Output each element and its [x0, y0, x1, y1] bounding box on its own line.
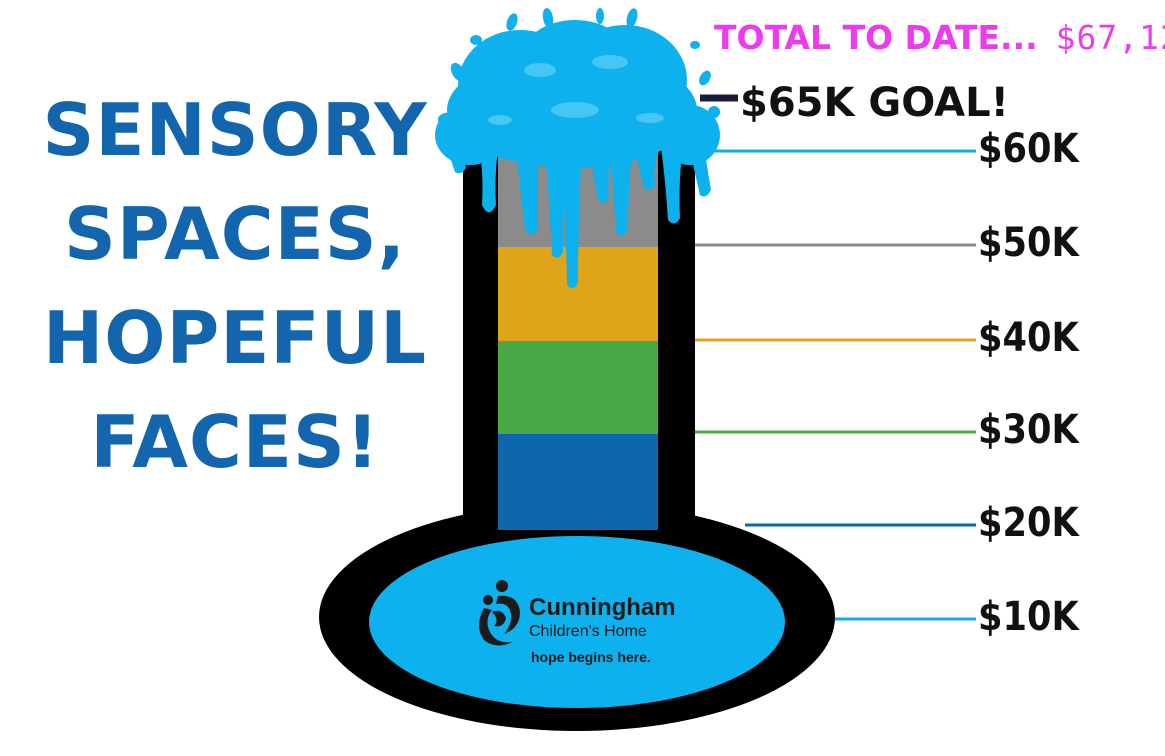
logo-name: Cunningham	[529, 594, 676, 621]
band-30k	[498, 340, 658, 434]
water-splash-highlights	[488, 55, 664, 125]
tick-label-40k: $40K	[978, 315, 1079, 361]
logo-subtitle: Children's Home	[529, 623, 647, 640]
logo-tagline: hope begins here.	[531, 649, 651, 665]
family-figure-icon	[479, 580, 520, 646]
total-label: TOTAL TO DATE...	[714, 18, 1038, 57]
headline-line: SENSORY	[42, 88, 428, 172]
total-to-date: TOTAL TO DATE... $67,121	[714, 18, 1165, 57]
org-logo: Cunningham Children's Home hope begins h…	[474, 576, 734, 672]
headline-line: FACES!	[90, 400, 380, 484]
headline-line: SPACES,	[64, 192, 406, 276]
band-20k	[498, 432, 658, 530]
total-amount: $67,121	[1055, 18, 1165, 57]
base-fill	[369, 536, 785, 708]
tick-label-50k: $50K	[978, 220, 1079, 266]
tick-lines	[695, 94, 976, 621]
tick-label-20k: $20K	[978, 500, 1079, 546]
tick-label-30k: $30K	[978, 407, 1079, 453]
campaign-headline: SENSORY SPACES, HOPEFUL FACES!	[10, 78, 460, 494]
tick-label-60k: $60K	[978, 126, 1079, 172]
goal-label: $65K GOAL!	[740, 80, 1009, 126]
tick-label-10k: $10K	[978, 594, 1079, 640]
headline-line: HOPEFUL	[43, 296, 427, 380]
